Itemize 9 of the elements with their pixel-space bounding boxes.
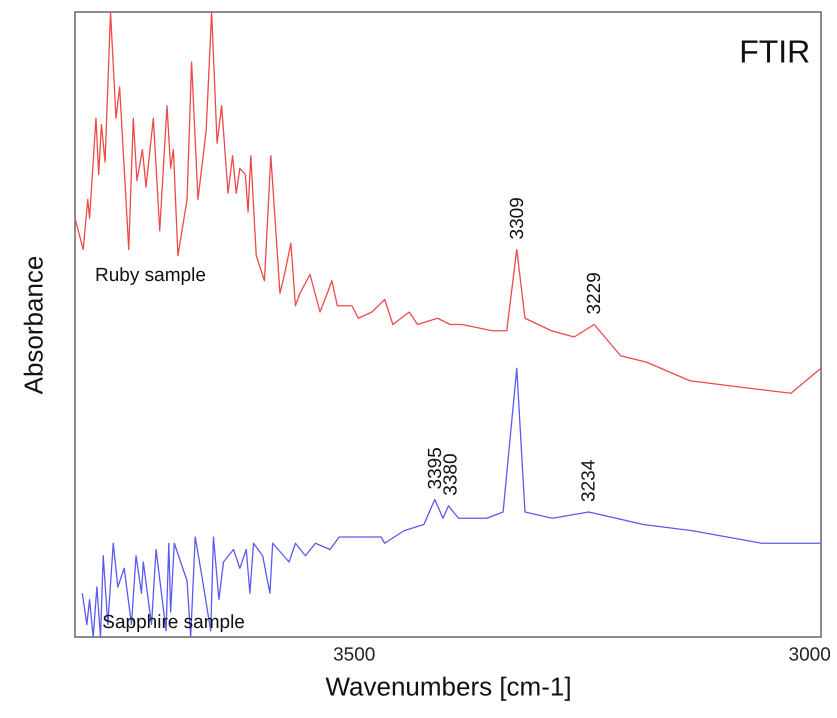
y-axis-title: Absorbance (18, 256, 48, 394)
series-label: Ruby sample (95, 264, 206, 286)
x-axis-title: Wavenumbers [cm-1] (325, 672, 572, 702)
annotation: 3234 (578, 459, 600, 502)
x-tick-label: 3500 (333, 644, 376, 666)
text: FTIR (739, 33, 810, 70)
x-tick-label: 3000 (788, 644, 831, 666)
annotation: 3309 (506, 197, 528, 240)
annotation: 3229 (584, 272, 606, 314)
